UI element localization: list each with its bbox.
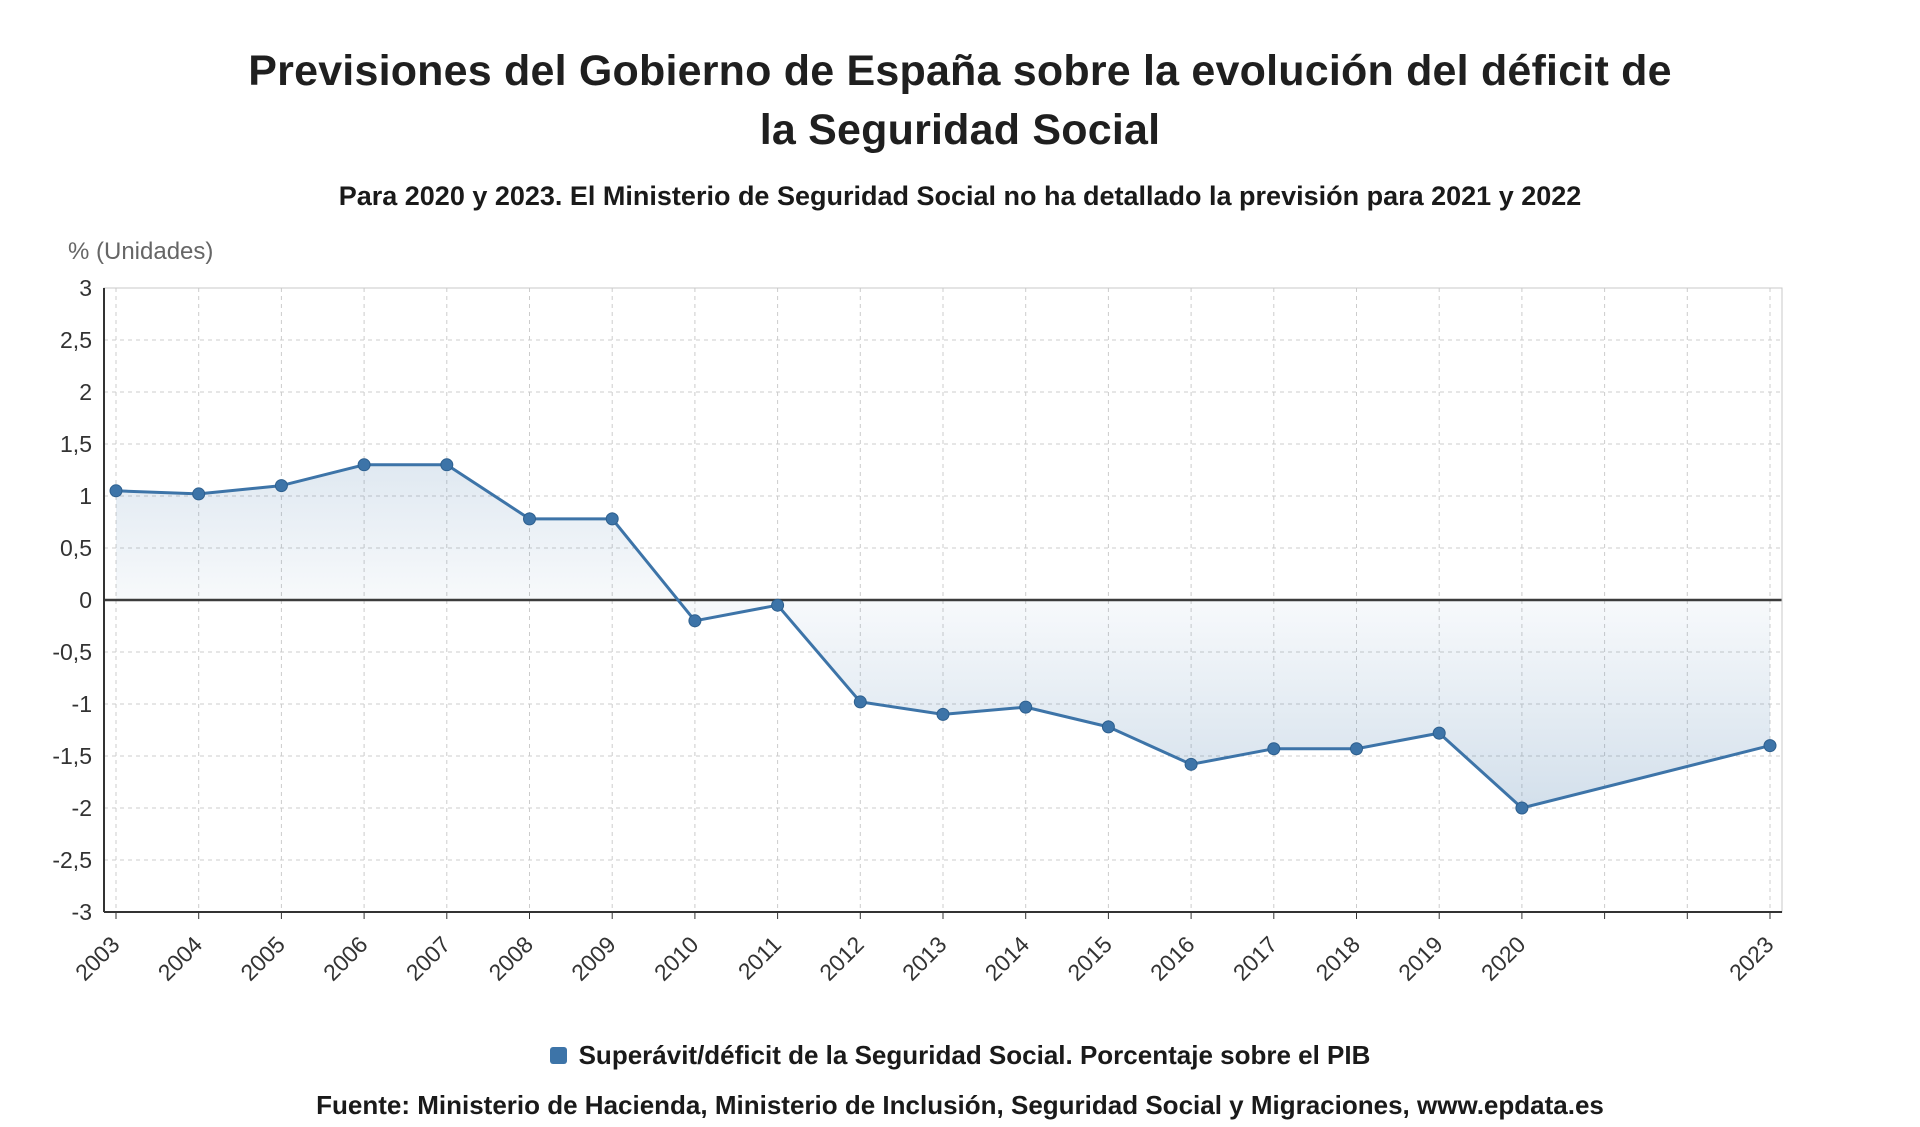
svg-text:2010: 2010 xyxy=(649,931,704,986)
svg-text:-0,5: -0,5 xyxy=(52,639,92,665)
page-title: Previsiones del Gobierno de España sobre… xyxy=(0,42,1920,161)
x-axis-labels: 2003 2004 2005 2006 2007 2008 2009 2010 2011 2012… xyxy=(70,931,1779,986)
svg-text:-2: -2 xyxy=(72,795,92,821)
svg-text:-3: -3 xyxy=(72,899,92,925)
svg-text:1: 1 xyxy=(79,483,92,509)
legend-marker-square[interactable] xyxy=(549,1047,567,1064)
svg-text:3: 3 xyxy=(79,275,92,301)
data-points xyxy=(109,458,1777,815)
svg-text:2005: 2005 xyxy=(235,931,290,986)
svg-text:2009: 2009 xyxy=(566,931,621,986)
svg-text:2020: 2020 xyxy=(1476,931,1531,986)
svg-text:2004: 2004 xyxy=(153,931,208,986)
y-axis-unit-label: % (Unidades) xyxy=(68,238,214,265)
chart-subtitle: Para 2020 y 2023. El Ministerio de Segur… xyxy=(338,180,1582,211)
svg-text:0: 0 xyxy=(79,587,92,613)
svg-text:2006: 2006 xyxy=(318,931,373,986)
svg-text:2,5: 2,5 xyxy=(60,327,92,353)
svg-text:2003: 2003 xyxy=(70,931,125,986)
svg-text:2023: 2023 xyxy=(1724,931,1779,986)
svg-text:2: 2 xyxy=(79,379,92,405)
area-fill xyxy=(116,464,1770,808)
svg-text:2018: 2018 xyxy=(1310,931,1365,986)
svg-text:2007: 2007 xyxy=(401,931,456,986)
svg-text:1,5: 1,5 xyxy=(60,431,92,457)
chart-header: Previsiones del Gobierno de España sobre… xyxy=(0,42,1920,212)
chart-legend: Superávit/déficit de la Seguridad Social… xyxy=(0,1040,1920,1071)
page-title-line2: la Seguridad Social xyxy=(759,106,1161,155)
svg-text:0,5: 0,5 xyxy=(60,535,92,561)
svg-text:2016: 2016 xyxy=(1145,931,1200,986)
svg-text:2008: 2008 xyxy=(483,931,538,986)
legend-series-label[interactable]: Superávit/déficit de la Seguridad Social… xyxy=(578,1040,1371,1070)
svg-text:-1,5: -1,5 xyxy=(52,743,92,769)
x-axis-ticks xyxy=(115,912,1771,919)
svg-text:2011: 2011 xyxy=(733,931,786,984)
source-attribution: Fuente: Ministerio de Hacienda, Minister… xyxy=(316,1090,1604,1120)
svg-text:2019: 2019 xyxy=(1393,931,1448,986)
svg-text:-2,5: -2,5 xyxy=(52,847,92,873)
svg-text:2017: 2017 xyxy=(1228,931,1283,986)
svg-text:-1: -1 xyxy=(72,691,92,717)
svg-text:2012: 2012 xyxy=(814,931,869,986)
svg-text:2013: 2013 xyxy=(897,931,952,986)
svg-text:2015: 2015 xyxy=(1062,931,1117,986)
page-title-line1: Previsiones del Gobierno de España sobre… xyxy=(248,47,1672,95)
y-axis-labels: 3 2,5 2 1,5 1 0,5 0 -0,5 -1 -1,5 -2 -2,5 -3 xyxy=(52,275,92,925)
svg-text:2014: 2014 xyxy=(980,931,1035,986)
